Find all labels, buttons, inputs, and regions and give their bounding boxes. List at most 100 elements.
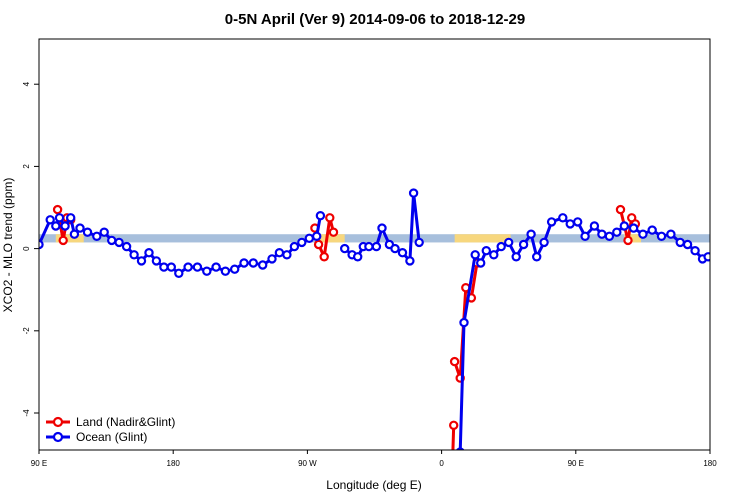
data-point [297,237,307,248]
x-tick-label: 180 [703,459,717,468]
data-point [267,254,277,264]
data-point [54,213,65,223]
data-point [239,258,249,268]
x-tick-label: 90 W [298,459,317,468]
data-point [408,188,419,198]
data-point [114,237,124,248]
data-point [174,268,184,278]
data-point [504,237,514,248]
data-point [414,237,424,248]
data-point [220,266,231,276]
x-axis: 90 E 180 90 W 0 90 E 180 [31,450,717,468]
data-point [92,231,102,241]
data-point [638,229,648,239]
data-point [476,258,486,268]
x-tick-label: 90 E [31,459,47,468]
x-axis-label: Longitude (deg E) [326,478,421,492]
series-land [52,204,641,450]
legend-item: Land (Nadir&Glint) [46,415,175,429]
band-ocean [39,234,710,243]
data-point [312,231,322,241]
data-point [690,245,700,256]
data-point [666,229,676,239]
data-point [675,237,685,248]
data-point [470,250,480,260]
y-tick-label: -4 [22,409,31,417]
data-point [565,219,575,229]
series-line [451,425,456,450]
y-tick-label: -2 [22,327,31,335]
data-point [364,241,374,252]
data-point [248,258,258,268]
data-point [99,227,109,237]
data-point [489,250,499,260]
legend-label: Land (Nadir&Glint) [76,415,175,429]
series-layer [39,188,710,450]
data-point [449,420,459,430]
band-land [55,234,84,243]
data-point [573,217,583,227]
data-point [496,241,506,252]
x-tick-label: 180 [167,459,181,468]
data-point [558,213,568,223]
data-point [589,221,600,231]
data-point [69,229,80,239]
data-point [304,233,314,243]
data-point [377,223,387,233]
x-tick-label: 90 E [568,459,584,468]
y-tick-label: 2 [22,164,31,169]
legend-item: Ocean (Glint) [46,430,147,444]
data-point [647,225,657,235]
data-point [580,231,590,241]
data-point [315,210,326,221]
data-point [371,241,382,252]
data-point [159,262,169,272]
data-point [282,250,292,260]
data-point [511,252,521,262]
band-land [454,234,511,243]
legend-swatch-marker [52,416,64,428]
data-point [390,243,400,254]
data-point [459,317,469,328]
reference-band [39,234,710,243]
data-point [597,229,607,239]
legend-swatch-marker [52,431,64,443]
data-point [121,241,132,252]
data-point [129,250,139,260]
data-point [623,235,633,246]
data-point [450,449,456,450]
data-point [682,239,693,250]
y-tick-label: 4 [22,81,31,86]
data-point [211,262,221,272]
data-point [628,223,639,233]
data-point [144,247,154,258]
data-point [183,262,193,272]
chart-title: 0-5N April (Ver 9) 2014-09-06 to 2018-12… [225,11,525,28]
band-land [318,234,345,243]
data-point [539,237,549,248]
data-point [481,245,491,256]
data-point [325,213,335,223]
data-point [82,227,93,237]
data-point [612,227,622,237]
plot-frame [38,38,711,451]
data-point [526,229,536,239]
data-point [353,252,363,262]
data-point [319,252,329,262]
data-point [65,213,76,223]
data-point [397,247,408,258]
data-point [202,266,212,276]
data-point [604,231,615,241]
data-point [106,235,117,246]
y-tick-label: 0 [22,246,31,251]
data-point [51,221,61,231]
band-land [624,234,642,243]
data-point [518,239,529,250]
series-ocean [39,188,710,450]
data-point [45,215,55,225]
data-point [405,256,415,266]
data-point [703,252,710,262]
data-point [60,221,70,231]
data-point [192,262,203,272]
data-point [328,227,339,237]
